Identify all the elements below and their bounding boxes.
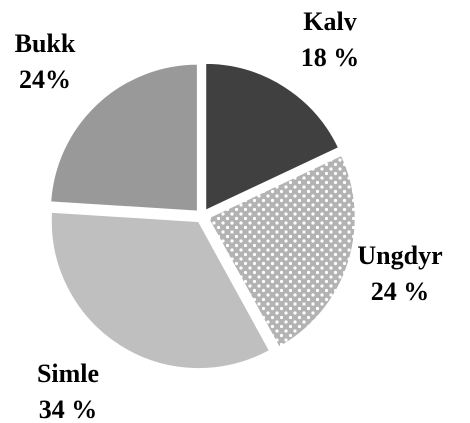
pie-slice [206, 153, 357, 349]
slice-label: Ungdyr [357, 241, 442, 270]
slice-label: Kalv [303, 7, 356, 36]
slice-value: 24% [19, 65, 71, 94]
slice-value: 24 % [371, 277, 430, 306]
pie-slice [49, 210, 272, 370]
pie-slice [49, 62, 199, 213]
slice-label: Bukk [15, 29, 76, 58]
slice-label: Simle [37, 359, 99, 388]
slice-value: 34 % [39, 395, 98, 423]
slice-value: 18 % [301, 43, 360, 72]
pie-slice [204, 61, 341, 213]
